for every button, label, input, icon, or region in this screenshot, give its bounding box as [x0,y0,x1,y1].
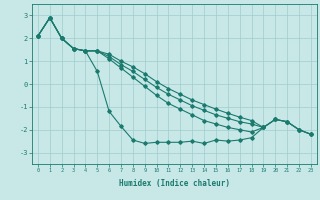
X-axis label: Humidex (Indice chaleur): Humidex (Indice chaleur) [119,179,230,188]
